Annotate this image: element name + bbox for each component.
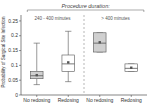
page: {"chart_data": {"type": "box", "title": … [0,0,150,104]
x-tick-label: Redosing [58,97,79,103]
y-tick-label: 0.15 [8,47,18,53]
box [125,64,138,71]
y-tick-label: 0.05 [8,77,18,83]
lower-whisker [68,71,69,81]
y-axis [21,15,22,95]
section-label: 240 - 400 minutes [34,16,71,21]
title-bracket [27,10,144,12]
y-tick-label: 0 [15,92,18,98]
section-label: > 400 minutes [101,16,130,21]
y-tick [19,35,21,36]
upper-cap [65,31,71,32]
box [62,55,75,71]
lower-cap [34,84,40,85]
mean-marker [67,61,69,63]
title: Procedure duration: [61,3,110,9]
y-tick [19,80,21,81]
y-tick [19,95,21,96]
y-tick [19,50,21,51]
section-separator [84,15,85,95]
boxes [30,31,137,84]
lower-whisker [36,79,37,85]
y-tick-label: 0.1 [11,62,18,68]
y-tick [19,20,21,21]
y-tick-label: 0.25 [8,18,18,24]
upper-cap [34,43,40,44]
mean-marker [99,41,101,43]
x-tick-label: No redosing [23,97,50,103]
box [30,71,43,78]
x-tick-label: Redosing [121,97,142,103]
y-tick [19,65,21,66]
x-tick-label: No redosing [86,97,113,103]
upper-whisker [68,31,69,55]
y-axis-label: Probability of Surgical Site Infection [1,16,6,87]
upper-whisker [36,43,37,71]
mean-marker [130,67,132,69]
chart: 0 0.05 0.1 0.15 0.2 0.25 No redosing Redosing No… [0,0,150,104]
y-tick-label: 0.2 [11,32,18,38]
lower-cap [65,81,71,82]
box [93,33,106,52]
mean-marker [36,74,38,76]
